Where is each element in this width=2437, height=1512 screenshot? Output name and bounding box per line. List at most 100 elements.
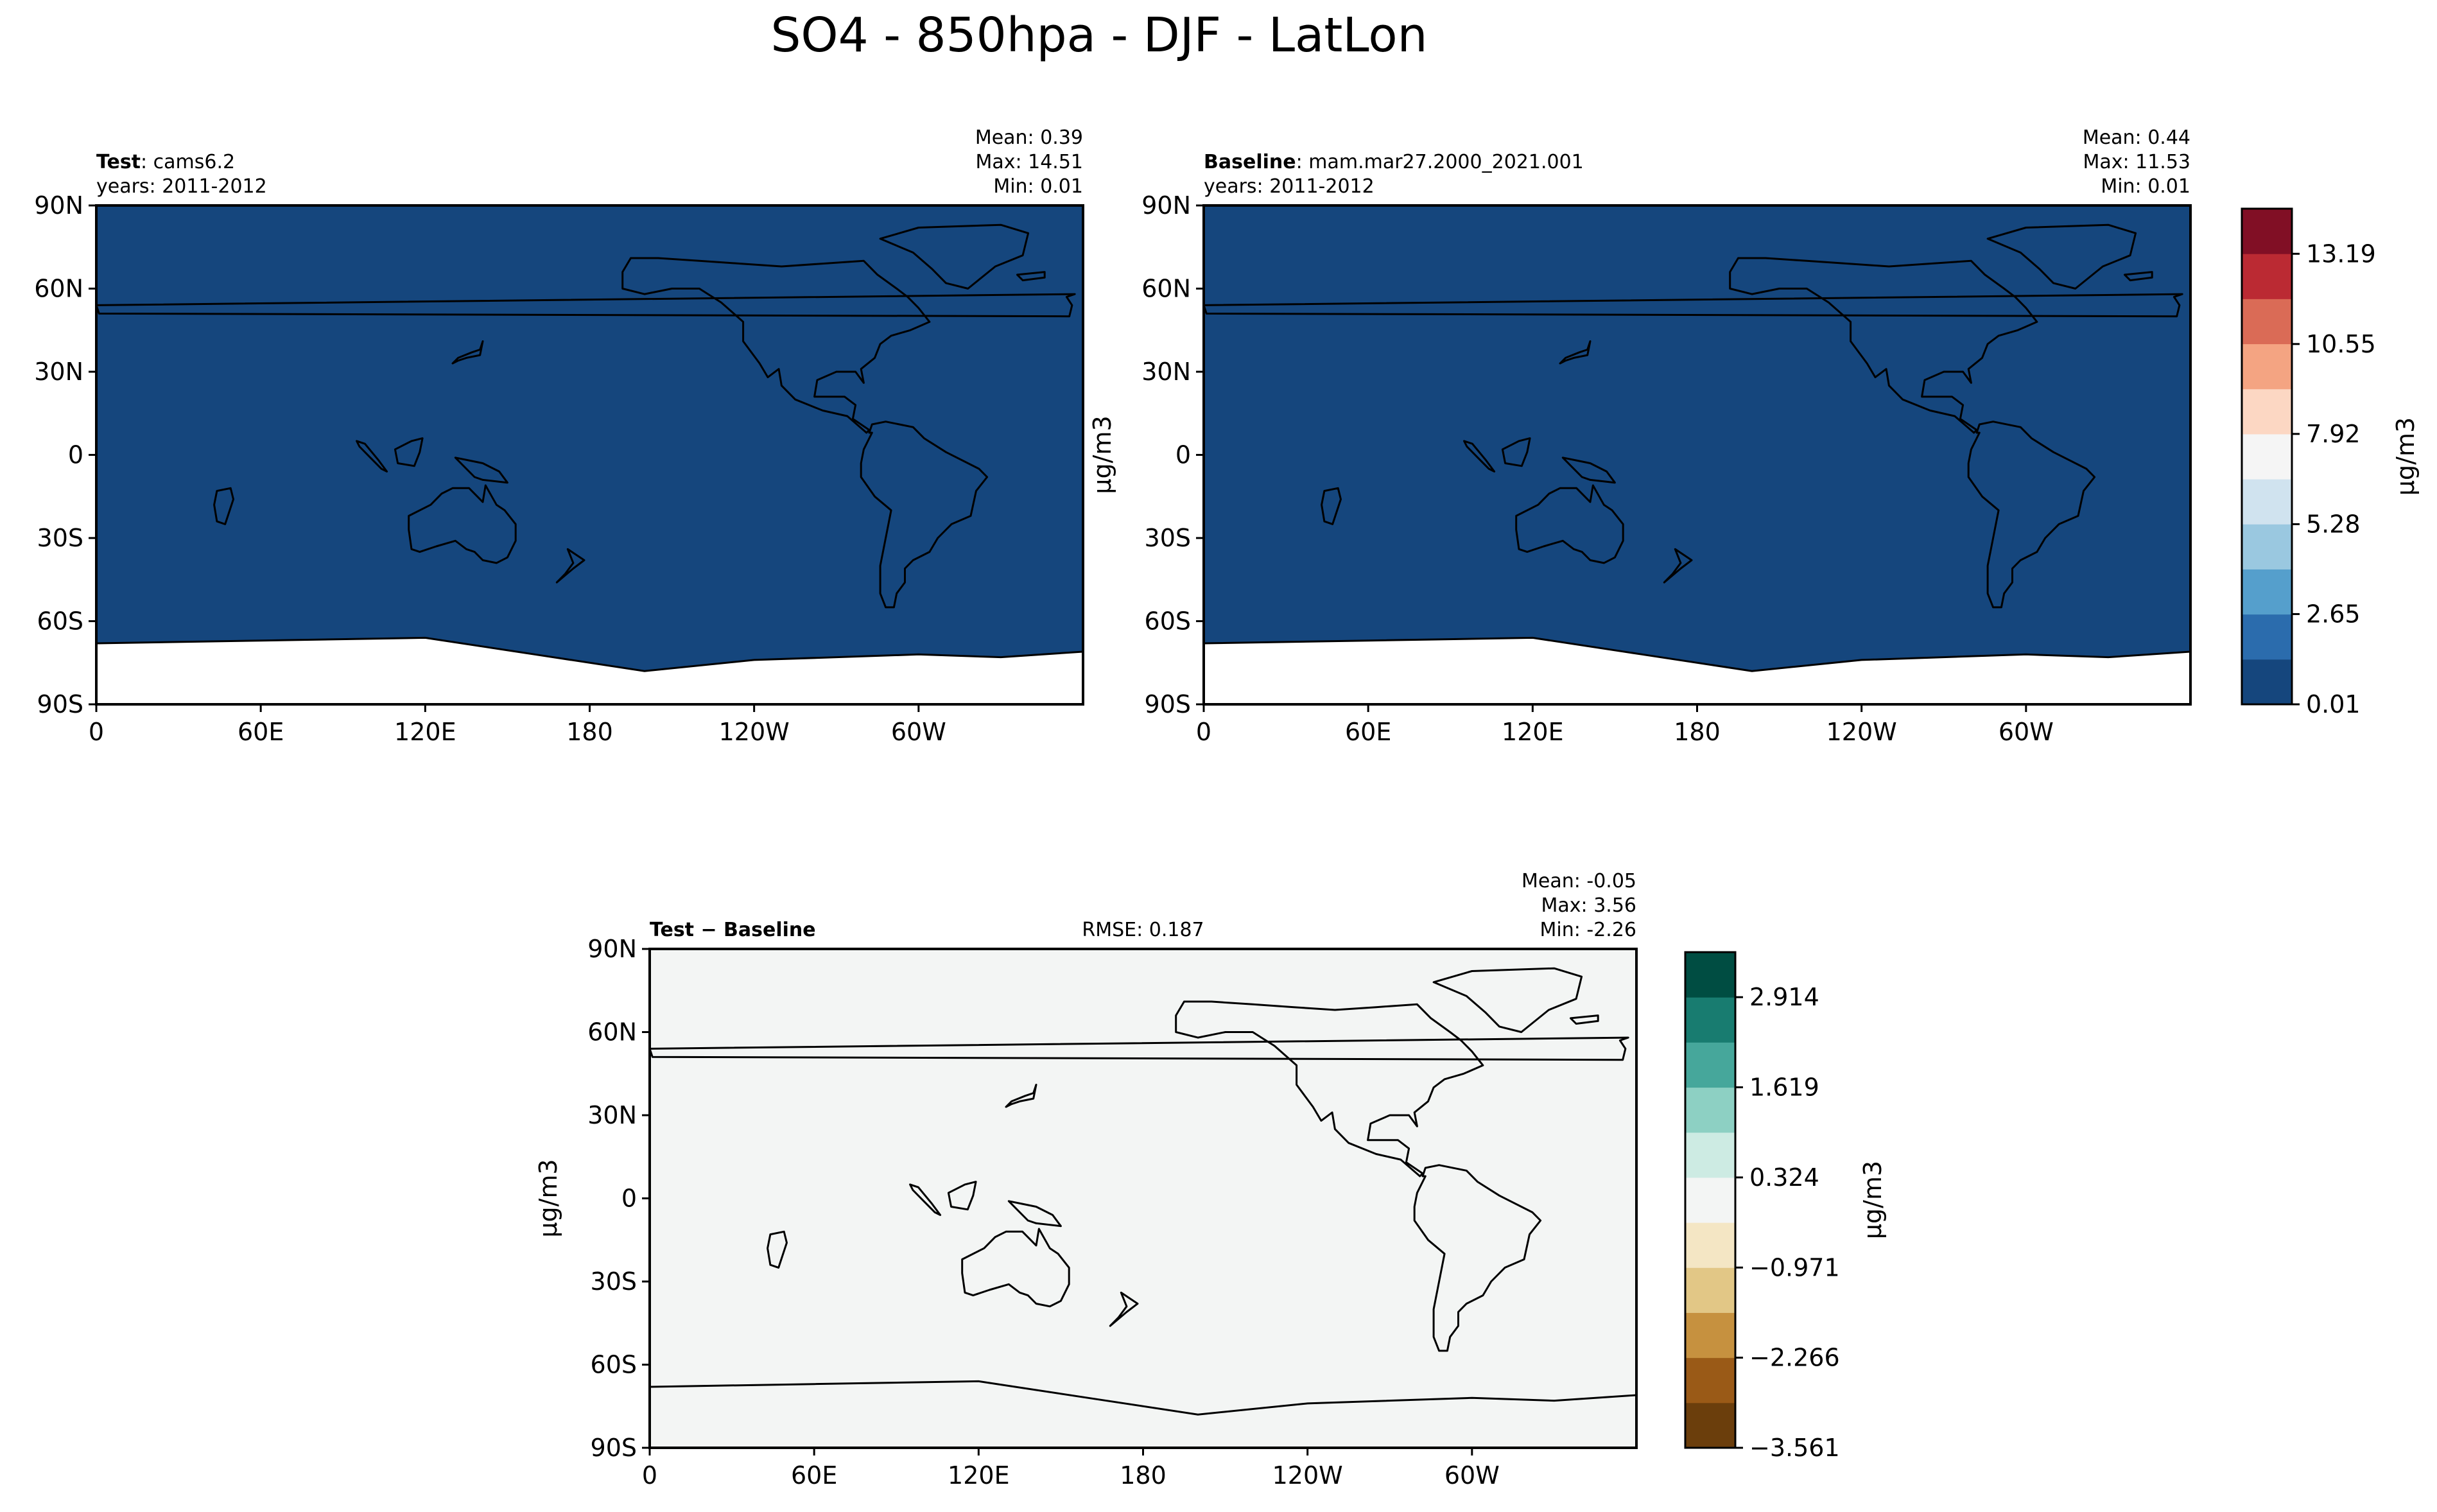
colorbar-segment (1685, 1357, 1735, 1403)
coast-sumatra (356, 440, 388, 473)
antarctica (96, 636, 1083, 704)
colorbar-segment (2242, 433, 2292, 480)
coast-iceland (1016, 271, 1046, 282)
colorbar-tick-label: 13.19 (2306, 239, 2376, 268)
colorbar-segment (1685, 1222, 1735, 1268)
colorbar-segment (1685, 997, 1735, 1043)
coast-madagascar (1321, 487, 1342, 525)
coast-newzealand (1109, 1291, 1139, 1327)
colorbar-segment (2242, 479, 2292, 525)
panel-title-bold: Test (96, 151, 141, 173)
map-area-test (96, 205, 1083, 704)
ytick-label: 30N (34, 358, 83, 386)
coast-borneo (947, 1181, 977, 1211)
coast-japan (1005, 1084, 1037, 1108)
colorbar-tick-label: 0.01 (2306, 690, 2361, 718)
ytick-label: 90S (1145, 690, 1191, 718)
colorbar-tick-label: −3.561 (1749, 1434, 1840, 1462)
map-background (1204, 205, 2190, 704)
xtick-label: 120W (719, 718, 790, 746)
coast-australia (961, 1228, 1070, 1308)
coast-australia (1515, 484, 1624, 564)
panel-subtitle: years: 2011-2012 (96, 175, 267, 198)
colorbar-segment (1685, 1402, 1735, 1448)
ytick-label: 90N (587, 935, 637, 963)
stat-0: Mean: 0.44 (2083, 126, 2190, 149)
coast-borneo (1501, 437, 1531, 467)
axis-ylabel: μg/m3 (534, 1159, 562, 1237)
map-panel-baseline: 0 60E 120E 180 120W 60W 90N 60N 30N 0 30S 60S 90S Bas… (1088, 126, 2192, 746)
map-panels: 0 60E 120E 180 120W 60W 90N 60N 30N 0 30S 60S 90S Tes… (34, 126, 2192, 1490)
ytick-label: 60N (587, 1018, 637, 1047)
colorbar-tick-label: 5.28 (2306, 510, 2361, 538)
map-panel-diff: 0 60E 120E 180 120W 60W 90N 60N 30N 0 30S 60S 90S Tes… (534, 870, 1638, 1490)
colorbar-tick-label: 2.65 (2306, 600, 2361, 628)
ytick-label: 30S (591, 1267, 637, 1296)
colorbar-segment (1685, 1177, 1735, 1223)
colorbar-segment (2242, 569, 2292, 615)
coast-japan (451, 340, 484, 365)
coast-greenland (1432, 967, 1583, 1033)
colorbar-tick-label: 1.619 (1749, 1073, 1819, 1102)
xtick-label: 0 (642, 1461, 657, 1490)
coast-uk (96, 293, 1076, 318)
map-panel-test: 0 60E 120E 180 120W 60W 90N 60N 30N 0 30S 60S 90S Tes… (34, 126, 1084, 746)
xtick-label: 60W (1999, 718, 2054, 746)
ytick-label: 0 (68, 441, 83, 469)
stat-1: Max: 11.53 (2083, 151, 2190, 173)
xtick-label: 0 (1196, 718, 1211, 746)
colorbar-tick-label: −0.971 (1749, 1253, 1840, 1282)
ytick-label: 60N (34, 275, 83, 303)
ytick-label: 30S (37, 524, 83, 552)
figure-title: SO4 - 850hpa - DJF - LatLon (770, 8, 1427, 63)
colorbar-frame (1684, 951, 1737, 1449)
xtick-label: 0 (89, 718, 104, 746)
stat-2: Min: 0.01 (2101, 175, 2190, 198)
colorbar-segment (1685, 952, 1735, 998)
colorbar-segment (2242, 209, 2292, 254)
antarctica (1204, 636, 2190, 704)
ytick-label: 30N (1141, 358, 1191, 386)
map-area-diff (650, 949, 1636, 1448)
colorbar-segment (1685, 1132, 1735, 1178)
coast-samerica (1413, 1164, 1542, 1352)
colorbar-tick-label: 7.92 (2306, 420, 2361, 448)
colorbar-tick-label: 0.324 (1749, 1163, 1819, 1192)
xtick-label: 120W (1826, 718, 1897, 746)
panel-title-diff: Test − Baseline (650, 919, 816, 941)
colorbar-diff: −3.561 −2.266 −0.971 0.324 1.619 2.914 μg/m3 (1684, 951, 1887, 1462)
xtick-label: 180 (566, 718, 613, 746)
colorbar-segment (2242, 388, 2292, 435)
colorbar-segment (2242, 299, 2292, 345)
ytick-label: 30N (587, 1101, 637, 1129)
colorbar-frame (2241, 207, 2293, 706)
colorbar-segment (1685, 1267, 1735, 1313)
colorbar-segment (2242, 659, 2292, 705)
ytick-label: 60N (1141, 275, 1191, 303)
coast-newzealand (1663, 548, 1693, 584)
ytick-label: 60S (591, 1351, 637, 1379)
coast-samerica (1967, 421, 2096, 609)
coast-namerica (1175, 1000, 1484, 1177)
ytick-label: 0 (1175, 441, 1191, 469)
panel-title-rest: : mam.mar27.2000_2021.001 (1296, 151, 1584, 173)
colorbar-main: 0.01 2.65 5.28 7.92 10.55 13.19 μg/m3 (2241, 207, 2420, 718)
coast-namerica (621, 257, 931, 434)
colorbar-tick-label: −2.266 (1749, 1344, 1840, 1372)
colorbar-segment (1685, 1312, 1735, 1359)
coast-japan (1559, 340, 1591, 365)
coast-borneo (394, 437, 424, 467)
panel-title-test: Test: cams6.2 (96, 151, 235, 173)
colorbar-segment (2242, 343, 2292, 390)
xtick-label: 60W (891, 718, 946, 746)
xtick-label: 60E (791, 1461, 837, 1490)
colorbar-tick-label: 10.55 (2306, 330, 2376, 358)
colorbar-segment (2242, 254, 2292, 299)
colorbar-label: μg/m3 (1859, 1161, 1887, 1239)
ytick-label: 90N (34, 191, 83, 220)
panel-title-rest: : cams6.2 (141, 151, 235, 173)
ytick-label: 90S (37, 690, 83, 718)
panel-title-baseline: Baseline: mam.mar27.2000_2021.001 (1204, 151, 1584, 173)
coast-sumatra (1463, 440, 1496, 473)
